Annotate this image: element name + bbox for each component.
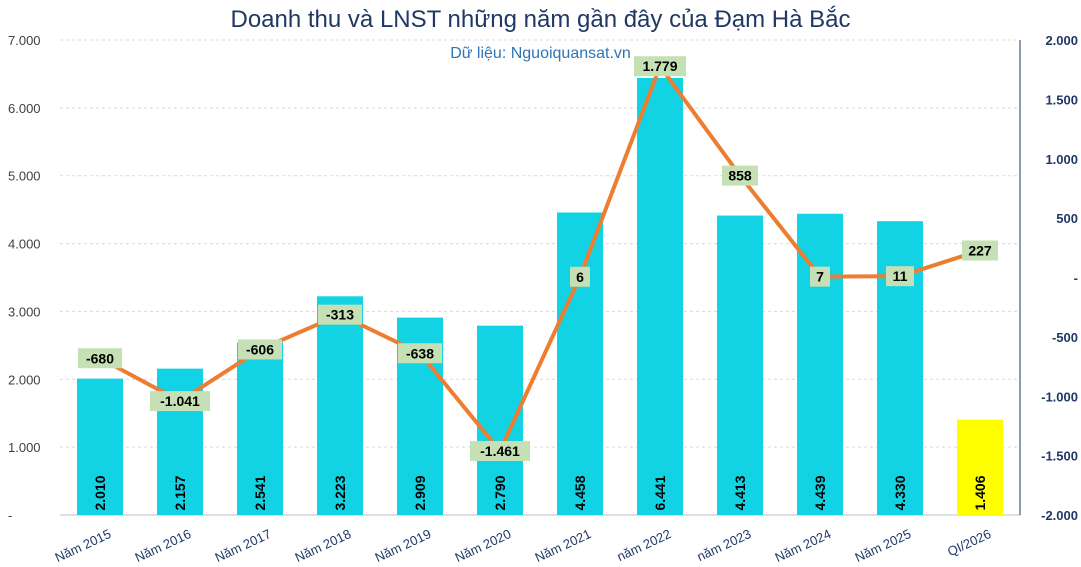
chart-subtitle: Dữ liệu: Nguoiquansat.vn — [450, 45, 631, 62]
line-value-label: -313 — [326, 307, 354, 323]
line-label-box — [810, 266, 830, 287]
bar-value-label: 4.330 — [892, 475, 908, 510]
line-value-label: -1.461 — [480, 443, 520, 459]
bar-value-label: 4.458 — [572, 475, 588, 510]
y-left-tick-label: 6.000 — [8, 101, 41, 116]
y-right-tick-label: 2.000 — [1045, 33, 1078, 48]
bar — [317, 296, 363, 515]
bar-value-label: 2.157 — [172, 475, 188, 510]
bar-value-label: 2.541 — [252, 475, 268, 510]
bar — [957, 419, 1003, 515]
y-right-tick-label: -1.500 — [1041, 449, 1078, 464]
y-left-tick-label: 3.000 — [8, 304, 41, 319]
bar — [237, 342, 283, 515]
x-category-label: QI/2026 — [945, 526, 993, 559]
bar — [797, 213, 843, 515]
line-label-box — [78, 348, 122, 369]
bar-value-label: 2.909 — [412, 475, 428, 510]
bar-value-label: 6.441 — [652, 475, 668, 510]
line-label-box — [722, 165, 758, 186]
bar — [557, 212, 603, 515]
bar — [717, 215, 763, 515]
y-right-tick-label: -2.000 — [1041, 508, 1078, 523]
x-category-label: năm 2022 — [615, 526, 674, 564]
line-value-label: 6 — [576, 269, 584, 285]
x-category-label: Năm 2018 — [293, 526, 354, 565]
line-value-label: -606 — [246, 341, 274, 357]
y-right-tick-label: - — [1074, 271, 1078, 286]
line-label-box — [150, 391, 210, 412]
line-label-box — [470, 440, 530, 461]
line-label-box — [570, 266, 590, 287]
bar-value-label: 1.406 — [972, 475, 988, 510]
line-value-label: 7 — [816, 269, 824, 285]
y-right-tick-label: 500 — [1056, 211, 1078, 226]
x-category-label: năm 2023 — [695, 526, 754, 564]
y-left-tick-label: 2.000 — [8, 372, 41, 387]
bar-value-label: 2.790 — [492, 475, 508, 510]
bar-value-label: 4.413 — [732, 475, 748, 510]
x-category-label: Năm 2015 — [53, 526, 114, 565]
line-value-label: -1.041 — [160, 393, 200, 409]
bar-value-label: 2.010 — [92, 475, 108, 510]
line-label-box — [238, 339, 282, 360]
line-value-label: -680 — [86, 350, 114, 366]
bar — [637, 77, 683, 516]
line-label-box — [318, 304, 362, 325]
line-series — [99, 64, 981, 453]
x-category-label: Năm 2021 — [533, 526, 594, 565]
y-right-tick-label: 1.000 — [1045, 152, 1078, 167]
y-left-tick-label: 7.000 — [8, 33, 41, 48]
x-category-label: Năm 2016 — [133, 526, 194, 565]
chart-title: Doanh thu và LNST những năm gần đây của … — [230, 6, 851, 33]
x-category-label: Năm 2017 — [213, 526, 274, 565]
line-label-box — [962, 240, 998, 261]
line-label-box — [398, 343, 442, 364]
y-left-tick-label: 5.000 — [8, 169, 41, 184]
line-label-box — [634, 56, 686, 77]
bar — [77, 378, 123, 515]
y-left-tick-label: - — [8, 508, 12, 523]
y-right-tick-label: 1.500 — [1045, 92, 1078, 107]
line-value-label: 858 — [728, 168, 752, 184]
x-category-label: Năm 2020 — [453, 526, 514, 565]
y-right-tick-label: -1.000 — [1041, 389, 1078, 404]
line-label-box — [886, 266, 914, 287]
line-value-label: -638 — [406, 345, 434, 361]
y-right-tick-label: -500 — [1052, 330, 1078, 345]
line-value-label: 227 — [968, 243, 992, 259]
bar-value-label: 3.223 — [332, 475, 348, 510]
bar-value-label: 4.439 — [812, 475, 828, 510]
x-category-label: Năm 2024 — [773, 526, 834, 565]
y-left-tick-label: 1.000 — [8, 440, 41, 455]
y-left-tick-label: 4.000 — [8, 237, 41, 252]
line-value-label: 11 — [893, 268, 908, 284]
line-value-label: 1.779 — [642, 58, 677, 74]
x-category-label: Năm 2019 — [373, 526, 434, 565]
bar — [877, 221, 923, 515]
x-category-label: Năm 2025 — [853, 526, 914, 565]
